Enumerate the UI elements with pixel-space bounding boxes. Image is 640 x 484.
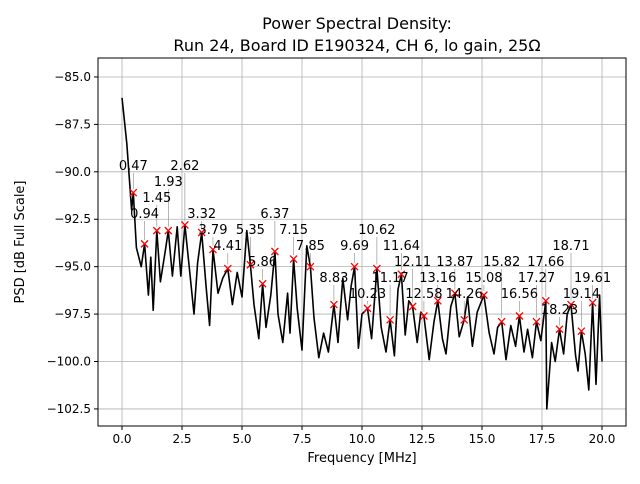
x-tick-label: 17.5 xyxy=(529,432,556,446)
peak-label: 17.27 xyxy=(518,271,555,286)
peak-label: 15.08 xyxy=(465,271,502,286)
peak-label: 11.17 xyxy=(371,271,408,286)
y-tick-label: −92.5 xyxy=(54,212,91,226)
peak-label: 9.69 xyxy=(340,239,369,254)
peak-label: 4.41 xyxy=(213,239,242,254)
x-tick-label: 5.0 xyxy=(232,432,251,446)
peak-label: 1.45 xyxy=(142,191,171,206)
peak-label: 13.16 xyxy=(419,271,456,286)
x-tick-label: 7.5 xyxy=(292,432,311,446)
peak-label: 5.86 xyxy=(248,255,277,270)
peak-label: 15.82 xyxy=(483,255,520,270)
peak-label: 2.62 xyxy=(170,159,199,174)
peak-label: 19.61 xyxy=(574,271,611,286)
peak-label: 19.14 xyxy=(563,287,600,302)
y-tick-label: −95.0 xyxy=(54,260,91,274)
y-tick-label: −97.5 xyxy=(54,307,91,321)
x-axis-label: Frequency [MHz] xyxy=(307,451,416,466)
y-tick-label: −102.5 xyxy=(47,402,91,416)
peak-label: 18.23 xyxy=(541,303,578,318)
y-tick-label: −100.0 xyxy=(47,355,91,369)
x-tick-label: 20.0 xyxy=(589,432,616,446)
peak-label: 13.87 xyxy=(436,255,473,270)
peak-label: 3.79 xyxy=(199,223,228,238)
y-tick-label: −85.0 xyxy=(54,70,91,84)
peak-label: 0.47 xyxy=(119,159,148,174)
x-tick-label: 15.0 xyxy=(469,432,496,446)
x-tick-label: 0.0 xyxy=(112,432,131,446)
peak-label: 0.94 xyxy=(130,207,159,222)
peak-label: 11.64 xyxy=(383,239,420,254)
y-tick-label: −87.5 xyxy=(54,117,91,131)
x-tick-label: 10.0 xyxy=(349,432,376,446)
peak-label: 7.15 xyxy=(279,223,308,238)
y-axis-label: PSD [dB Full Scale] xyxy=(13,180,28,303)
peak-label: 12.58 xyxy=(405,287,442,302)
y-tick-label: −90.0 xyxy=(54,165,91,179)
peak-label: 7.85 xyxy=(296,239,325,254)
x-tick-label: 12.5 xyxy=(409,432,436,446)
peak-label: 18.71 xyxy=(552,239,589,254)
peak-label: 17.66 xyxy=(527,255,564,270)
peak-label: 3.32 xyxy=(187,207,216,222)
peak-label: 16.56 xyxy=(501,287,538,302)
chart-subtitle: Run 24, Board ID E190324, CH 6, lo gain,… xyxy=(173,36,540,55)
peak-label: 10.23 xyxy=(349,287,386,302)
peak-label: 10.62 xyxy=(358,223,395,238)
x-tick-label: 2.5 xyxy=(172,432,191,446)
peak-label: 6.37 xyxy=(260,207,289,222)
peak-label: 1.93 xyxy=(154,175,183,190)
peak-label: 5.35 xyxy=(236,223,265,238)
peak-label: 12.11 xyxy=(394,255,431,270)
chart-title: Power Spectral Density: xyxy=(262,14,452,33)
peak-label: 14.26 xyxy=(446,287,483,302)
peak-label: 8.83 xyxy=(319,271,348,286)
